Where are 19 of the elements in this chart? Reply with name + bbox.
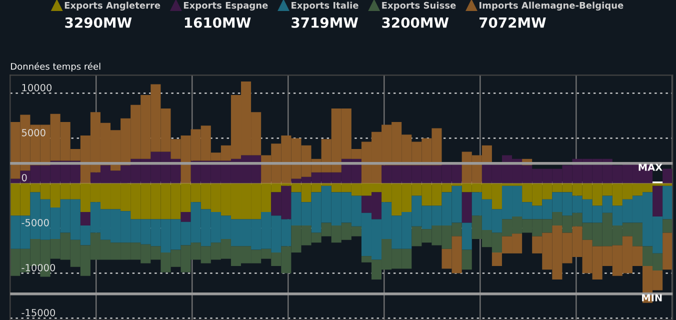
ref-line-label: MAX xyxy=(638,164,662,171)
y-tick-label: -15000 xyxy=(22,308,56,316)
y-tick-label: 0 xyxy=(22,174,27,182)
ref-line-label: MIN xyxy=(642,294,662,302)
text: 7072MW xyxy=(480,17,546,28)
legend-label: Exports Italie xyxy=(292,2,358,10)
y-tick-label: 5000 xyxy=(22,128,46,136)
legend-label: Exports Angleterre xyxy=(64,2,160,11)
y-tick-label: -10000 xyxy=(22,264,56,272)
text: 3200MW xyxy=(382,17,449,28)
legend-label: Exports Espagne xyxy=(184,2,268,11)
y-tick-label: 10000 xyxy=(22,84,52,92)
text: 3290MW xyxy=(65,17,132,28)
chart-title: Données temps réel xyxy=(11,62,100,72)
text: 3719MW xyxy=(292,17,358,28)
legend-label: Imports Allemagne-Belgique xyxy=(480,2,624,11)
text: 1610MW xyxy=(184,17,251,28)
legend-label: Exports Suisse xyxy=(382,2,456,10)
y-tick-label: -5000 xyxy=(22,218,49,226)
